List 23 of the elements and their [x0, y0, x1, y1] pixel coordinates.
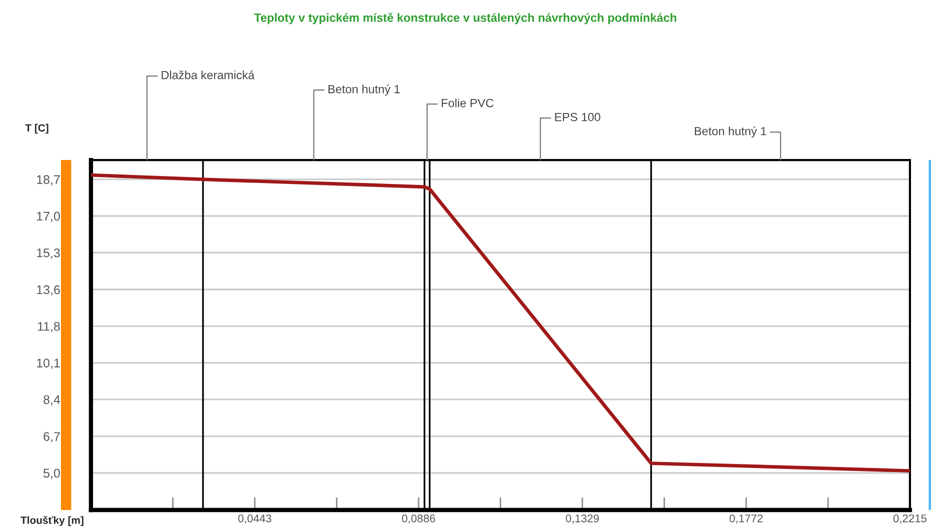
y-tick-label: 5,0 — [44, 468, 60, 480]
x-tick-label: 0,0886 — [402, 514, 436, 524]
annotation: Folie PVC — [442, 98, 494, 108]
line-series — [90, 173, 910, 473]
text: Dlažba keramická — [162, 70, 255, 80]
y-tick-label: 18,7 — [37, 175, 60, 186]
y-tick-label: 13,6 — [37, 285, 60, 296]
y-axis-title: T [C] — [25, 124, 48, 134]
y-tick-label: 8,4 — [44, 395, 60, 406]
y-tick-label: 17,0 — [37, 212, 60, 222]
text: Beton hutný 1 — [694, 126, 766, 138]
chart-title: Teploty v typickém místě konstrukce v ustálených návrhových podmínkách — [254, 12, 676, 24]
text: EPS 100 — [555, 112, 600, 122]
y-tick-label: 6,7 — [44, 432, 60, 442]
y-tick-label: 11,8 — [38, 322, 60, 332]
x-tick-label: 0,2215 — [893, 514, 926, 524]
y-tick-label: 15,3 — [37, 248, 60, 259]
x-tick-label: 0,1329 — [566, 514, 599, 524]
x-tick-label: 0,0443 — [238, 514, 272, 524]
x-tick-label: 0,1772 — [730, 514, 763, 524]
y-tick-label: 10,1 — [37, 358, 60, 369]
x-axis-title: Tloušťky [m] — [20, 516, 84, 526]
text: Beton hutný 1 — [328, 84, 400, 96]
